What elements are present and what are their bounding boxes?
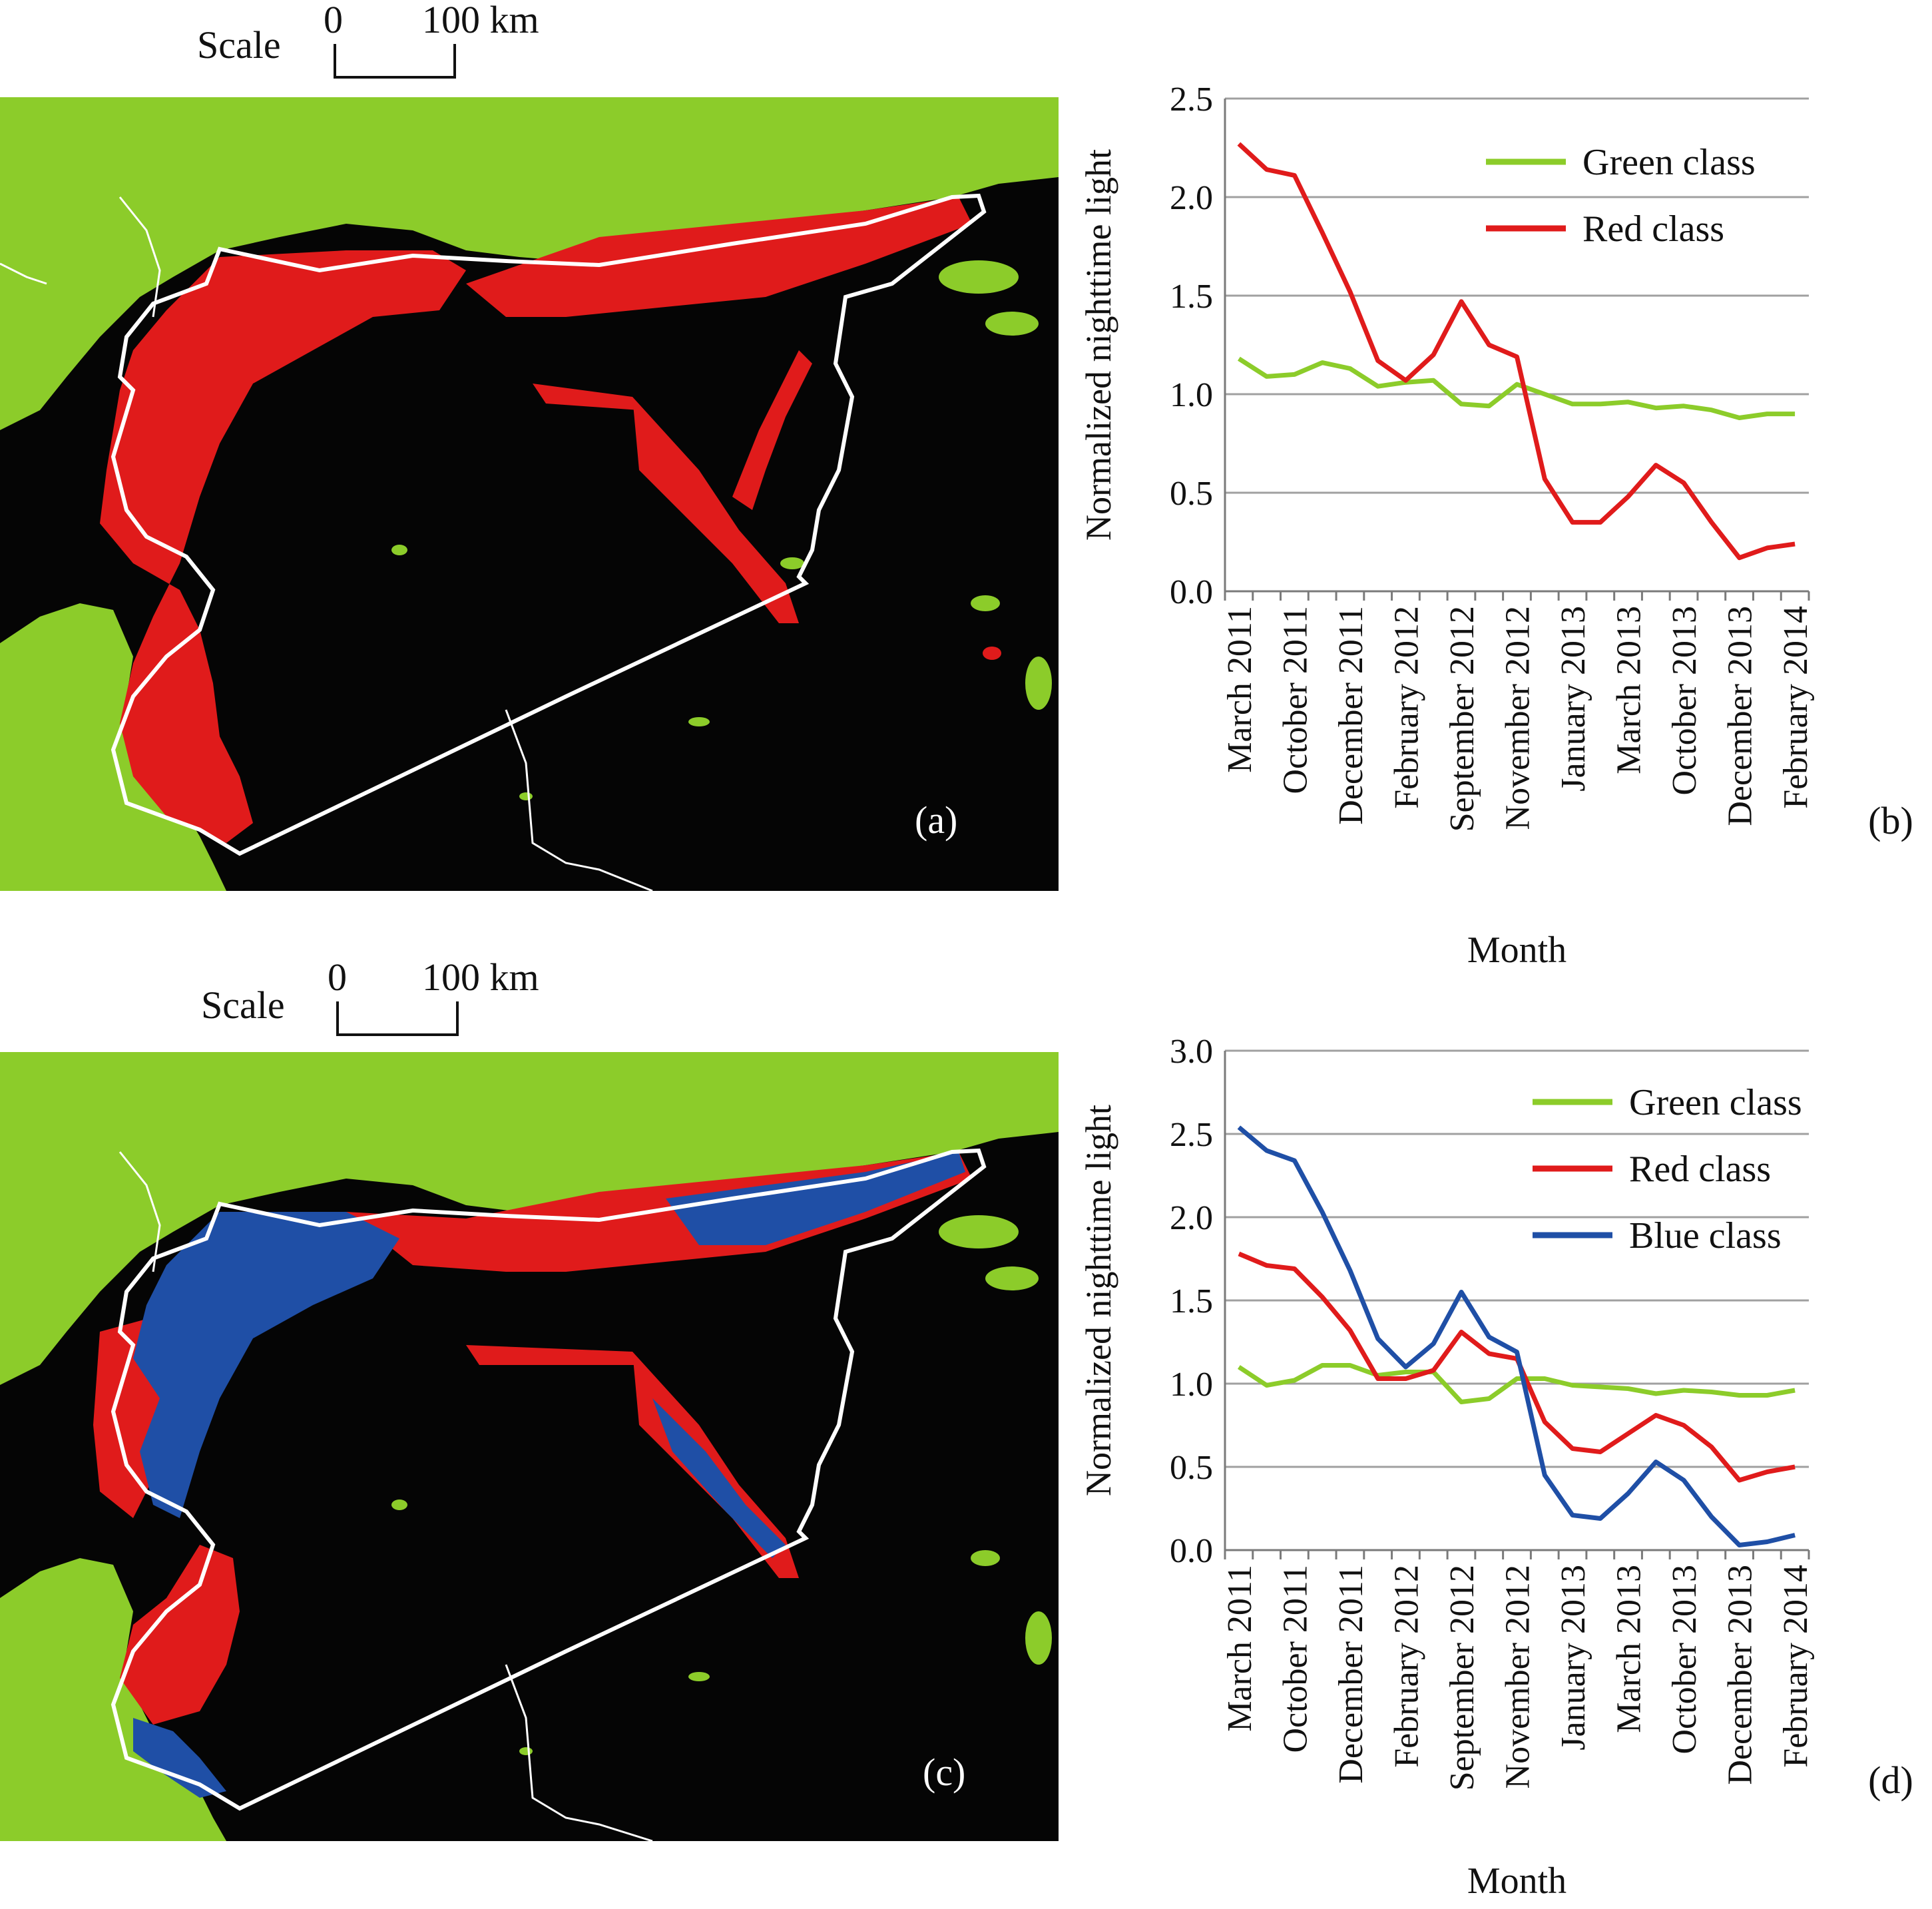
country-border (111, 193, 987, 856)
x-tick-label: September 2012 (1443, 606, 1481, 832)
x-tick-label: March 2013 (1610, 606, 1648, 774)
x-tick-label: January 2013 (1555, 606, 1592, 792)
series-line (1238, 356, 1796, 420)
y-tick-label: 2.0 (1170, 179, 1213, 217)
x-tick-label: March 2013 (1610, 1565, 1648, 1733)
legend-label: Green class (1582, 142, 1756, 183)
scale-bar-line (334, 44, 456, 79)
x-tick-label: February 2012 (1387, 606, 1425, 809)
y-tick-label: 1.0 (1170, 1366, 1213, 1404)
y-tick-label: 1.0 (1170, 376, 1213, 414)
line-chart-b: 0.0 0.5 1.0 1.5 2.0 2.5 March 2011 October 2011… (1079, 81, 1913, 971)
y-tick-label: 2.0 (1170, 1199, 1213, 1237)
x-tick-label: February 2014 (1777, 1565, 1815, 1768)
y-tick-label: 3.0 (1170, 1033, 1213, 1071)
y-tick-label: 1.5 (1170, 278, 1213, 316)
x-tick-label: December 2013 (1722, 606, 1760, 826)
x-tick-label: November 2012 (1499, 606, 1537, 830)
x-tick-label: January 2013 (1555, 1565, 1592, 1751)
x-tick-label: March 2011 (1221, 1565, 1259, 1732)
red-lit-areas (100, 197, 1001, 843)
y-tick-label: 2.5 (1170, 1116, 1213, 1154)
scale-bar-bottom: Scale 0 100 km (201, 955, 574, 1039)
y-axis-title: Normalized nighttime light (1079, 1105, 1118, 1496)
x-tick-label: December 2013 (1722, 1565, 1760, 1785)
scale-zero-label: 0 (328, 955, 347, 999)
y-tick-label: 0.5 (1170, 1449, 1213, 1487)
map-panel-c: (c) (0, 1052, 1059, 1841)
line-chart-d: 0.0 0.5 1.0 1.5 2.0 2.5 3.0 March 2011 October 2… (1079, 1033, 1913, 1898)
y-tick-label: 1.5 (1170, 1282, 1213, 1320)
legend-label: Blue class (1629, 1215, 1782, 1256)
x-axis-title: Month (1467, 1860, 1567, 1898)
legend-label: Red class (1582, 208, 1724, 250)
scale-bar-line (336, 1001, 459, 1036)
panel-label-c: (c) (923, 1751, 966, 1794)
series-line (1237, 1363, 1796, 1404)
x-tick-label: October 2013 (1666, 606, 1704, 795)
x-tick-label: November 2012 (1499, 1565, 1537, 1788)
scale-hundred-label: 100 km (422, 0, 539, 41)
scale-zero-label: 0 (324, 0, 343, 41)
scale-bar-top: Scale 0 100 km (197, 0, 570, 80)
map-panel-a: (a) (0, 97, 1059, 891)
x-axis-title: Month (1467, 930, 1567, 971)
scale-label: Scale (197, 23, 281, 67)
x-tick-label: March 2011 (1221, 606, 1259, 773)
y-tick-label: 0.5 (1170, 475, 1213, 513)
y-tick-label: 0.0 (1170, 573, 1213, 611)
x-tick-label: October 2011 (1276, 606, 1314, 794)
y-tick-label: 0.0 (1170, 1532, 1213, 1570)
series-line (1237, 142, 1796, 561)
y-axis-title: Normalized nighttime light (1079, 149, 1118, 541)
x-tick-label: October 2011 (1276, 1565, 1314, 1753)
x-tick-label: December 2011 (1332, 606, 1370, 825)
country-border (111, 1148, 987, 1811)
x-tick-label: December 2011 (1332, 1565, 1370, 1784)
blue-lit-areas (133, 1152, 965, 1798)
series-line (1237, 1125, 1796, 1547)
legend-label: Red class (1629, 1149, 1771, 1190)
panel-label: (d) (1868, 1759, 1913, 1802)
scale-hundred-label: 100 km (422, 955, 539, 999)
panel-label-a: (a) (915, 798, 958, 842)
panel-label: (b) (1868, 799, 1913, 842)
legend-label: Green class (1629, 1082, 1802, 1123)
x-tick-label: February 2014 (1777, 606, 1815, 809)
x-tick-label: October 2013 (1666, 1565, 1704, 1754)
y-tick-label: 2.5 (1170, 81, 1213, 119)
scale-label: Scale (201, 983, 285, 1027)
x-tick-label: February 2012 (1387, 1565, 1425, 1768)
x-tick-label: September 2012 (1443, 1565, 1481, 1790)
